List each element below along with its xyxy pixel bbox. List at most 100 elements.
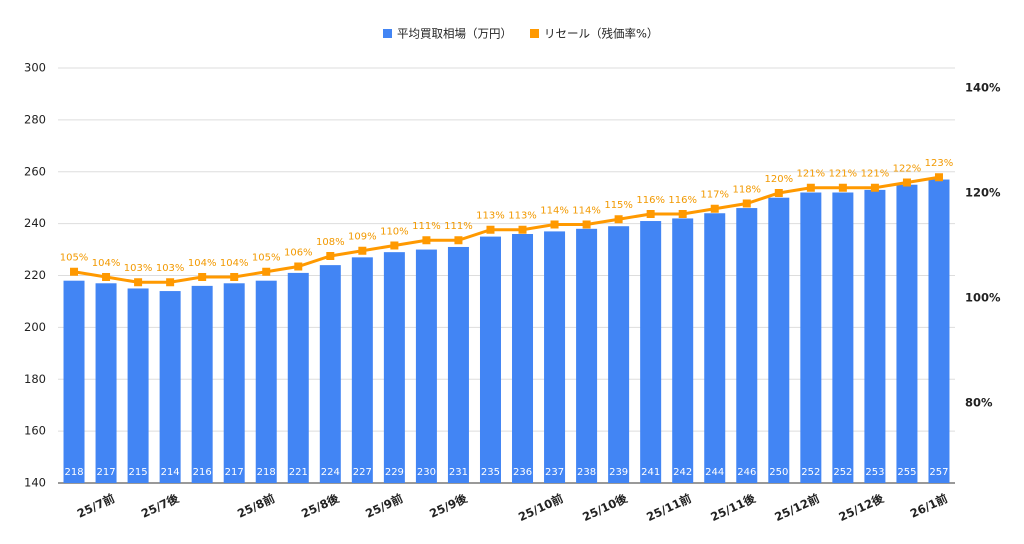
line-value-label: 120%	[765, 174, 794, 185]
bar-value-label: 235	[481, 467, 500, 478]
line-value-label: 122%	[893, 163, 922, 174]
line-marker	[742, 199, 751, 208]
bar-value-label: 257	[929, 467, 948, 478]
line-value-label: 114%	[572, 205, 601, 216]
bar-value-label: 231	[449, 467, 468, 478]
x-tick-label: 25/10後	[580, 491, 630, 524]
bar-value-label: 214	[161, 467, 180, 478]
bar-value-label: 216	[193, 467, 212, 478]
bar	[704, 213, 726, 483]
x-tick-label: 25/11後	[708, 491, 758, 524]
x-tick-label: 25/12前	[772, 491, 822, 524]
line-marker	[646, 209, 655, 218]
line-value-label: 105%	[252, 253, 281, 264]
line-marker	[806, 183, 815, 192]
line-marker	[678, 209, 687, 218]
line-marker	[422, 236, 431, 245]
bar	[736, 208, 758, 483]
bar-value-label: 255	[897, 467, 916, 478]
line-value-label: 113%	[476, 211, 505, 222]
bar	[415, 249, 437, 483]
bar-value-label: 229	[385, 467, 404, 478]
line-value-label: 116%	[636, 195, 665, 206]
line-marker	[102, 272, 111, 281]
y-tick-label: 180	[24, 372, 46, 386]
line-marker	[902, 178, 911, 187]
y2-tick-label: 140%	[965, 81, 1001, 95]
bar-value-label: 221	[289, 467, 308, 478]
line-marker	[70, 267, 79, 276]
x-tick-label: 25/11前	[644, 491, 694, 524]
bar	[512, 234, 534, 483]
line-marker	[358, 246, 367, 255]
line-value-label: 103%	[124, 263, 153, 274]
y2-tick-label: 100%	[965, 290, 1001, 304]
line-value-label: 121%	[829, 169, 858, 180]
line-marker	[454, 236, 463, 245]
bar-value-label: 237	[545, 467, 564, 478]
bar	[191, 285, 213, 483]
bar	[255, 280, 277, 483]
bar	[95, 283, 117, 483]
bar	[640, 221, 662, 483]
line-value-label: 115%	[604, 200, 633, 211]
line-value-label: 123%	[925, 158, 954, 169]
bar	[672, 218, 694, 483]
bar-value-label: 252	[833, 467, 852, 478]
bar-value-label: 242	[673, 467, 692, 478]
x-tick-label: 25/10前	[516, 491, 566, 524]
bar-value-label: 227	[353, 467, 372, 478]
bar	[832, 192, 854, 483]
bar-value-label: 244	[705, 467, 724, 478]
bar-value-label: 218	[257, 467, 276, 478]
line-marker	[838, 183, 847, 192]
line-value-label: 104%	[188, 258, 217, 269]
legend-label: リセール（残価率%）	[544, 27, 658, 41]
y2-tick-label: 120%	[965, 185, 1001, 199]
line-value-label: 104%	[220, 258, 249, 269]
bar	[864, 189, 886, 483]
line-value-label: 110%	[380, 226, 409, 237]
line-value-label: 121%	[797, 169, 826, 180]
x-tick-label: 25/12後	[836, 491, 886, 524]
line-value-label: 121%	[861, 169, 890, 180]
line-marker	[518, 225, 527, 234]
line-value-label: 103%	[156, 263, 185, 274]
line-marker	[262, 267, 271, 276]
line-value-label: 111%	[412, 221, 441, 232]
bar-value-label: 236	[513, 467, 532, 478]
line-marker	[774, 188, 783, 197]
bar	[928, 179, 950, 483]
bar-value-label: 238	[577, 467, 596, 478]
bar-value-label: 252	[801, 467, 820, 478]
legend-label: 平均買取相場（万円）	[397, 27, 512, 41]
y-tick-label: 140	[24, 476, 46, 490]
line-marker	[614, 215, 623, 224]
bar	[544, 231, 566, 483]
bar-value-label: 217	[97, 467, 116, 478]
x-tick-label: 25/7前	[75, 491, 117, 521]
line-value-label: 111%	[444, 221, 473, 232]
bar	[800, 192, 822, 483]
bar	[319, 265, 341, 483]
x-tick-label: 25/9前	[363, 491, 405, 521]
line-value-label: 108%	[316, 237, 345, 248]
line-marker	[550, 220, 559, 229]
x-tick-label: 26/1前	[908, 491, 950, 521]
line-value-label: 106%	[284, 247, 313, 258]
bar	[447, 246, 469, 483]
bar	[351, 257, 373, 483]
y-tick-label: 280	[24, 112, 46, 126]
line-value-label: 118%	[732, 184, 761, 195]
bar	[63, 280, 85, 483]
line-marker	[870, 183, 879, 192]
line-marker	[134, 278, 143, 287]
line-marker	[710, 204, 719, 213]
line-value-label: 109%	[348, 232, 377, 243]
bar-value-label: 241	[641, 467, 660, 478]
bar-value-label: 239	[609, 467, 628, 478]
line-marker	[582, 220, 591, 229]
x-tick-label: 25/7後	[139, 491, 181, 521]
